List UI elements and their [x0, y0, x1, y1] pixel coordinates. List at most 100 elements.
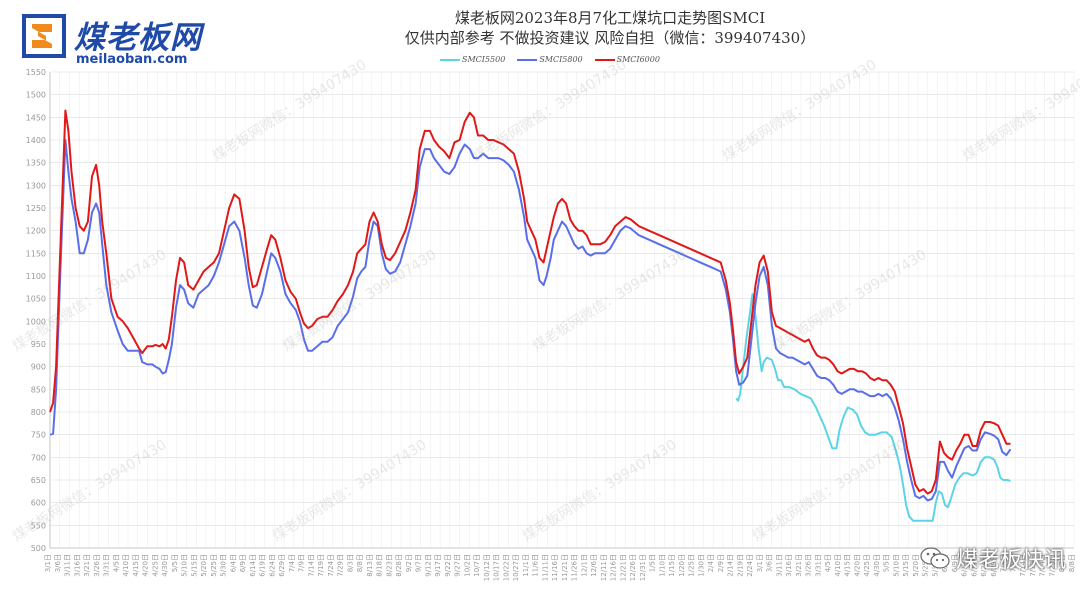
x-tick-label: 4/30日: [873, 554, 881, 577]
x-tick-label: 6/9日: [951, 554, 959, 572]
site-logo: 煤老板网 meilaoban.com: [22, 14, 282, 70]
x-tick-label: 3/6日: [54, 554, 62, 572]
x-tick-label: 6/29日: [278, 554, 286, 577]
x-tick-label: 1/30日: [697, 554, 705, 577]
x-tick-label: 6/29日: [990, 554, 998, 577]
y-tick-label: 1200: [26, 227, 46, 236]
y-tick-label: 1350: [26, 159, 46, 168]
x-tick-label: 7/24日: [1039, 554, 1047, 577]
x-tick-label: 6/19日: [259, 554, 267, 577]
x-tick-label: 4/15日: [844, 554, 852, 577]
x-tick-label: 4/30日: [161, 554, 169, 577]
x-tick-label: 1/5日: [649, 554, 657, 572]
x-tick-label: 6/9日: [239, 554, 247, 572]
y-tick-label: 1450: [26, 113, 46, 122]
y-tick-label: 1500: [26, 91, 46, 100]
x-tick-label: 3/21日: [795, 554, 803, 577]
x-tick-label: 10/2日: [463, 554, 471, 577]
y-tick-label: 800: [31, 408, 46, 417]
x-tick-label: 8/3日: [346, 554, 354, 572]
x-tick-label: 9/2日: [405, 554, 413, 572]
series-line-smci6000: [49, 109, 1011, 495]
x-tick-label: 2/14日: [727, 554, 735, 577]
x-tick-label: 12/1日: [580, 554, 588, 577]
y-tick-label: 1000: [26, 317, 46, 326]
x-tick-label: 3/26日: [805, 554, 813, 577]
x-tick-label: 4/20日: [142, 554, 150, 577]
x-tick-label: 10/22日: [502, 554, 510, 581]
y-tick-label: 950: [31, 340, 46, 349]
x-tick-label: 6/4日: [229, 554, 237, 572]
chart-legend: SMCI5500 SMCI5800 SMCI6000: [440, 55, 660, 64]
x-tick-label: 10/12日: [483, 554, 491, 581]
x-tick-label: 11/26日: [571, 554, 579, 581]
x-tick-label: 9/17日: [434, 554, 442, 577]
x-tick-label: 1/15日: [668, 554, 676, 577]
x-tick-label: 7/4日: [288, 554, 296, 572]
x-tick-label: 5/5日: [171, 554, 179, 572]
y-tick-label: 1150: [26, 249, 46, 258]
x-tick-label: 9/22日: [444, 554, 452, 577]
x-tick-label: 7/4日: [1000, 554, 1008, 572]
x-tick-label: 5/20日: [200, 554, 208, 577]
x-tick-label: 7/19日: [317, 554, 325, 577]
x-tick-label: 5/30日: [220, 554, 228, 577]
x-tick-label: 8/8日: [1068, 554, 1076, 572]
x-tick-label: 7/14日: [307, 554, 315, 577]
x-tick-label: 5/15日: [902, 554, 910, 577]
x-tick-label: 7/19日: [1029, 554, 1037, 577]
x-tick-label: 7/24日: [327, 554, 335, 577]
x-tick-label: 11/1日: [522, 554, 530, 577]
x-tick-label: 12/6日: [590, 554, 598, 577]
x-tick-label: 7/29日: [337, 554, 345, 577]
logo-name: 煤老板网: [74, 20, 202, 56]
x-tick-label: 8/8日: [356, 554, 364, 572]
x-tick-label: 12/26日: [629, 554, 637, 581]
x-tick-label: 3/1日: [756, 554, 764, 572]
series-line-smci5500: [735, 293, 1011, 522]
legend-item-smci5500: SMCI5500: [440, 55, 505, 64]
x-tick-label: 12/21日: [619, 554, 627, 581]
x-tick-label: 4/25日: [151, 554, 159, 577]
y-tick-label: 850: [31, 385, 46, 394]
x-tick-label: 4/25日: [863, 554, 871, 577]
chart-series: [49, 109, 1012, 522]
x-tick-label: 6/14日: [249, 554, 257, 577]
x-tick-label: 3/31日: [103, 554, 111, 577]
x-tick-label: 4/5日: [824, 554, 832, 572]
x-tick-label: 11/16日: [551, 554, 559, 581]
x-tick-label: 1/10日: [658, 554, 666, 577]
x-tick-label: 4/10日: [122, 554, 130, 577]
x-tick-label: 12/16日: [610, 554, 618, 581]
y-tick-label: 1300: [26, 181, 46, 190]
chart-subtitle: 仅供内部参考 不做投资建议 风险自担（微信：399407430）: [404, 29, 816, 47]
legend-item-smci5800: SMCI5800: [517, 55, 583, 64]
x-tick-label: 8/13日: [366, 554, 374, 577]
y-tick-label: 1550: [26, 68, 46, 77]
brand-badge: 煤老板快讯: [920, 542, 1066, 574]
x-tick-label: 12/31日: [639, 554, 647, 581]
x-tick-label: 2/24日: [746, 554, 754, 577]
x-tick-label: 2/4日: [707, 554, 715, 572]
x-tick-label: 9/27日: [454, 554, 462, 577]
x-tick-label: 3/6日: [766, 554, 774, 572]
y-tick-label: 750: [31, 431, 46, 440]
x-tick-label: 5/10日: [892, 554, 900, 577]
x-tick-label: 9/7日: [415, 554, 423, 572]
x-tick-label: 10/17日: [493, 554, 501, 581]
x-tick-label: 3/11日: [64, 554, 72, 577]
x-tick-label: 9/12日: [424, 554, 432, 577]
x-tick-label: 5/10日: [181, 554, 189, 577]
y-tick-label: 900: [31, 363, 46, 372]
x-tick-label: 6/14日: [961, 554, 969, 577]
chart-axes: 500 550 600 650 700 750 800 850 900 950 1000 1050 11…: [26, 68, 1076, 581]
x-tick-label: 11/6日: [532, 554, 540, 577]
x-tick-label: 2/9日: [717, 554, 725, 572]
legend-swatch-smci5500: [440, 58, 460, 61]
x-tick-label: 4/5日: [112, 554, 120, 572]
y-tick-label: 1100: [26, 272, 46, 281]
x-tick-label: 4/10日: [834, 554, 842, 577]
wechat-icon: [920, 547, 950, 569]
x-tick-label: 5/25日: [210, 554, 218, 577]
